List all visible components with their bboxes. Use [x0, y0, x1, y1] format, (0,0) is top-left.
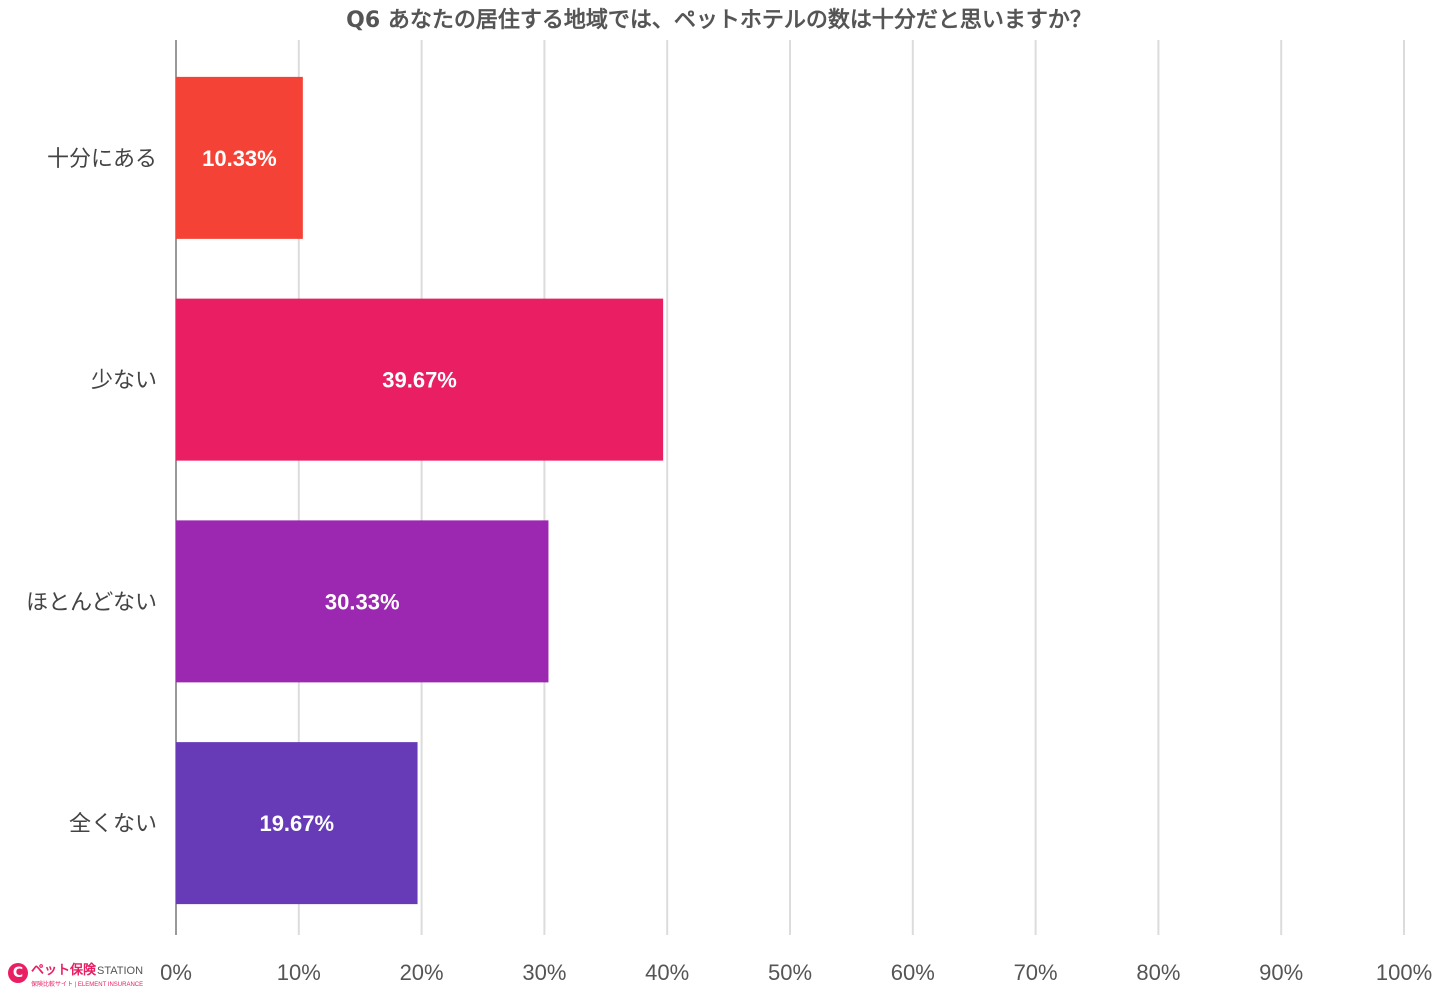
- bar-value-label: 10.33%: [202, 146, 277, 171]
- x-tick-label: 50%: [768, 960, 812, 985]
- bar: [176, 520, 549, 683]
- category-label: 全くない: [69, 812, 157, 837]
- x-tick-label: 20%: [400, 960, 444, 985]
- x-axis-ticks: 0% 10% 20% 30% 40% 50% 60% 70% 80% 90% 100%: [160, 960, 1432, 985]
- category-label: ほとんどない: [26, 590, 157, 615]
- x-tick-label: 60%: [891, 960, 935, 985]
- category-label: 少ない: [91, 369, 157, 394]
- logo-brand-en: STATION: [97, 964, 144, 977]
- bar: [176, 76, 303, 239]
- logo-mark-icon: C: [8, 963, 28, 983]
- bar-value-label: 19.67%: [259, 811, 334, 836]
- x-tick-label: 40%: [645, 960, 689, 985]
- category-label: 十分にある: [47, 147, 157, 172]
- logo-subtitle: 保険比較サイト | ELEMENT INSURANCE: [31, 981, 144, 988]
- x-tick-label: 30%: [522, 960, 566, 985]
- bar-value-label: 30.33%: [325, 589, 400, 614]
- x-tick-label: 80%: [1136, 960, 1180, 985]
- x-tick-label: 10%: [277, 960, 321, 985]
- x-tick-label: 0%: [160, 960, 192, 985]
- logo-brand-jp: ペット保険: [31, 962, 97, 978]
- brand-logo: C ペット保険 STATION 保険比較サイト | ELEMENT INSURA…: [8, 960, 144, 988]
- bar: [176, 742, 418, 905]
- x-tick-label: 70%: [1014, 960, 1058, 985]
- x-tick-label: 100%: [1376, 960, 1432, 985]
- bar-value-label: 39.67%: [382, 368, 457, 393]
- bars: 10.33% 39.67% 30.33% 19.67%: [176, 76, 664, 905]
- chart-title: Q6 あなたの居住する地域では、ペットホテルの数は十分だと思いますか？: [346, 7, 1092, 33]
- bar: [176, 298, 664, 461]
- x-tick-label: 90%: [1259, 960, 1303, 985]
